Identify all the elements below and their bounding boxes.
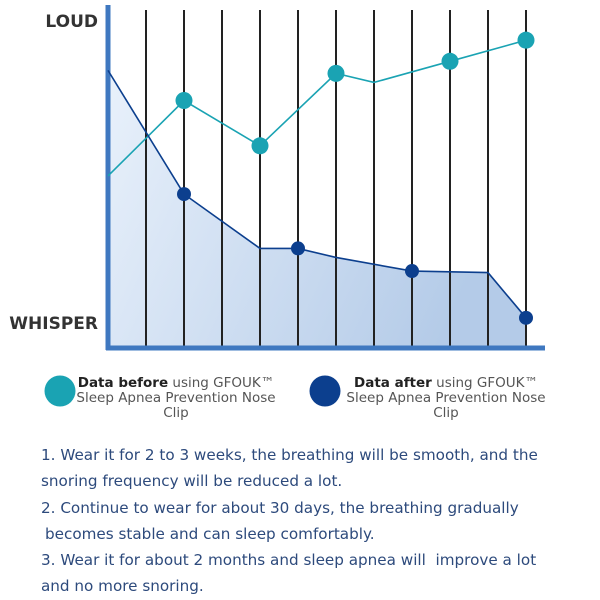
note-line: becomes stable and can sleep comfortably…: [45, 524, 375, 543]
point: [327, 64, 345, 82]
point: [291, 241, 305, 256]
line: [107, 39, 527, 177]
notes: 1. Wear it for 2 to 3 weeks, the breathi…: [41, 442, 538, 600]
chart: LOUD WHISPER: [9, 5, 545, 407]
point: [177, 187, 191, 202]
legend-entry: Data before using GFOUK™ Sleep Apnea Pre…: [76, 376, 276, 421]
legend-note: using GFOUK™ Sleep Apnea Prevention Nose…: [346, 375, 546, 421]
point: [519, 310, 533, 325]
note-line: snoring frequency will be reduced a lot.: [41, 472, 343, 491]
y-tick-label: WHISPER: [9, 314, 98, 334]
note-line: 3. Wear it for about 2 months and sleep …: [41, 551, 537, 570]
legend-name: Data before: [77, 375, 169, 391]
note-line: 1. Wear it for 2 to 3 weeks, the breathi…: [41, 446, 538, 464]
note-line: 2. Continue to wear for about 30 days, t…: [41, 498, 519, 517]
y-tick-label: LOUD: [45, 12, 98, 32]
legend-swatch: [44, 375, 76, 407]
legend-entry: Data after using GFOUK™ Sleep Apnea Prev…: [346, 376, 546, 421]
point: [251, 137, 269, 155]
point: [517, 31, 535, 49]
legend-swatch: [309, 375, 341, 407]
area: [108, 70, 526, 348]
note-line: and no more snoring.: [41, 577, 204, 596]
legend-name: Data after: [354, 375, 432, 391]
point: [175, 92, 193, 110]
legend-note: using GFOUK™ Sleep Apnea Prevention Nose…: [76, 375, 276, 421]
line: [107, 69, 527, 319]
point: [441, 52, 459, 70]
point: [405, 264, 419, 279]
